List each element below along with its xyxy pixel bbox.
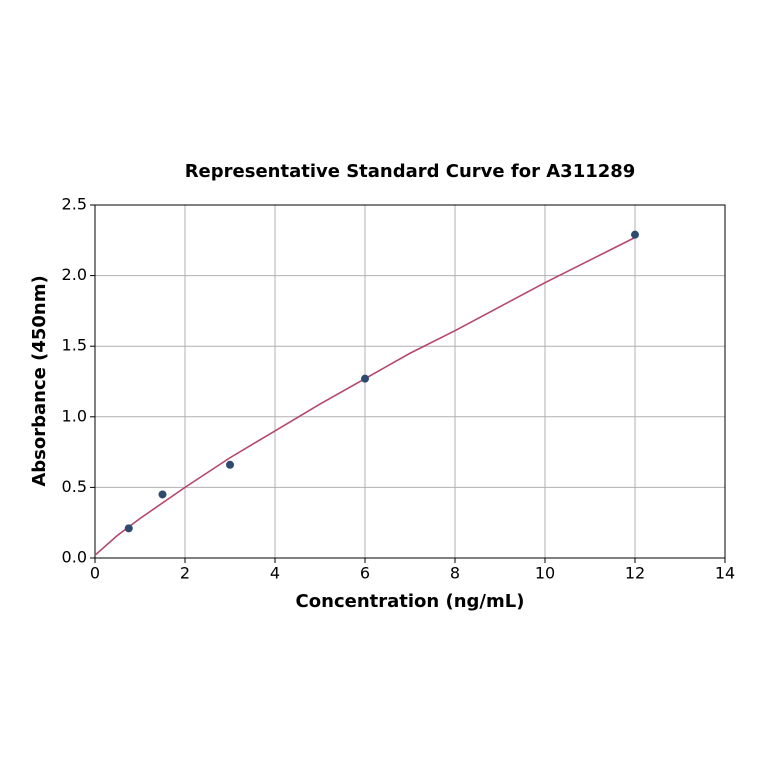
x-tick-label: 0 xyxy=(90,564,100,583)
x-tick-label: 10 xyxy=(535,564,555,583)
data-point xyxy=(361,374,369,383)
y-tick-label: 1.0 xyxy=(62,406,87,425)
y-tick-label: 0.0 xyxy=(62,548,87,567)
x-tick-label: 2 xyxy=(180,564,190,583)
x-tick-label: 14 xyxy=(715,564,735,583)
x-tick-label: 8 xyxy=(450,564,460,583)
y-tick-label: 0.5 xyxy=(62,477,87,496)
data-point xyxy=(158,490,167,499)
data-point xyxy=(631,230,639,239)
x-axis-label: Concentration (ng/mL) xyxy=(296,591,525,612)
plot-frame xyxy=(94,204,726,559)
data-point xyxy=(124,524,133,533)
data-point xyxy=(226,460,234,469)
x-tick-label: 4 xyxy=(270,564,280,583)
x-tick-label: 12 xyxy=(625,564,645,583)
y-tick-label: 2.0 xyxy=(62,265,87,284)
fit-curve xyxy=(94,236,636,556)
y-axis-label: Absorbance (450nm) xyxy=(29,275,50,486)
chart-title: Representative Standard Curve for A31128… xyxy=(185,161,636,182)
y-tick-label: 1.5 xyxy=(62,336,87,355)
x-tick-label: 6 xyxy=(360,564,370,583)
y-tick-label: 2.5 xyxy=(62,195,87,214)
